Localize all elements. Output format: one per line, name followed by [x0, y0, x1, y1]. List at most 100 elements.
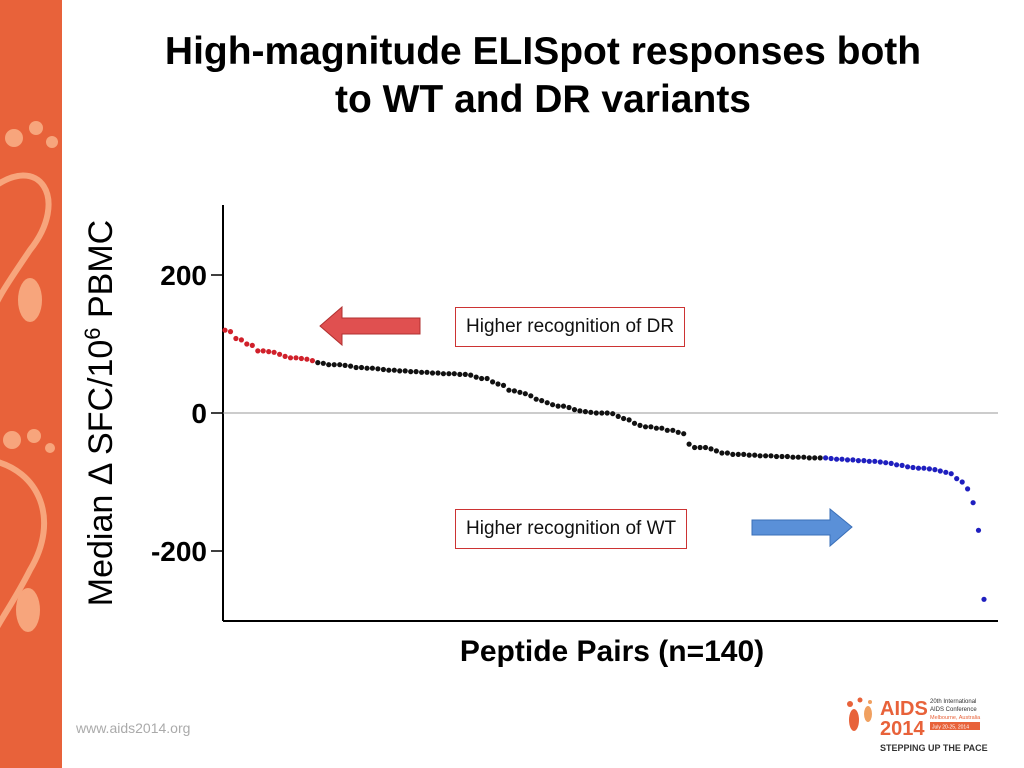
data-point-neutral: [626, 417, 632, 423]
data-point-neutral: [763, 453, 769, 459]
data-point-neutral: [358, 364, 365, 371]
data-point-neutral: [337, 362, 343, 368]
data-point-neutral: [457, 371, 463, 377]
data-point-neutral: [473, 374, 479, 380]
data-point-wt: [926, 466, 933, 472]
y-tick-label: -200: [151, 536, 207, 567]
data-point-wt: [965, 486, 971, 492]
data-point-wt: [850, 457, 856, 463]
data-point-dr: [233, 335, 239, 342]
data-point-neutral: [653, 425, 660, 431]
data-point-wt: [839, 456, 845, 462]
data-point-neutral: [484, 375, 490, 382]
data-point-neutral: [511, 388, 517, 394]
data-point-dr: [244, 341, 250, 347]
data-point-neutral: [659, 425, 665, 431]
data-point-neutral: [599, 410, 605, 416]
data-point-dr: [266, 349, 272, 355]
y-axis-label: Median Δ SFC/106 PBMC: [80, 220, 121, 606]
data-point-neutral: [402, 368, 408, 374]
data-point-dr: [249, 342, 255, 348]
data-point-neutral: [369, 365, 375, 371]
data-point-wt: [970, 500, 976, 506]
data-point-wt: [937, 468, 943, 474]
data-point-dr: [293, 355, 299, 361]
logo-dates: July 20-25, 2014: [932, 725, 969, 731]
data-point-wt: [948, 471, 954, 477]
data-point-neutral: [522, 391, 528, 397]
data-point-wt: [861, 458, 867, 464]
data-point-wt: [981, 596, 987, 602]
data-point-wt: [959, 479, 965, 485]
data-point-neutral: [429, 370, 436, 376]
logo-tagline: STEPPING UP THE PACE: [880, 743, 988, 753]
data-point-neutral: [560, 403, 567, 409]
arrow-right-wt-icon: [751, 507, 853, 548]
sidebar-decoration: [0, 0, 62, 768]
data-point-neutral: [353, 364, 359, 371]
data-point-neutral: [479, 375, 485, 382]
data-point-neutral: [631, 420, 638, 426]
plot-area: 200 0 -200 Peptide Pairs (n=140) Median Δ SF…: [80, 205, 998, 668]
logo-name: AIDS: [880, 698, 928, 720]
data-point-dr: [222, 327, 228, 333]
data-point-dr: [238, 337, 244, 343]
data-point-dr: [260, 348, 266, 354]
data-point-neutral: [582, 409, 589, 415]
data-point-dr: [282, 353, 288, 359]
data-point-neutral: [648, 424, 654, 430]
callout-higher-recognition-wt: Higher recognition of WT: [455, 509, 688, 549]
slide-title-line-1: High-magnitude ELISpot responses both: [164, 30, 922, 73]
data-point-neutral: [424, 369, 430, 375]
data-point-neutral: [752, 452, 758, 458]
data-point-neutral: [364, 365, 370, 371]
data-point-neutral: [741, 451, 747, 457]
data-point-neutral: [348, 363, 354, 369]
data-point-neutral: [571, 407, 578, 413]
data-point-neutral: [451, 371, 457, 377]
data-point-wt: [828, 455, 834, 462]
data-point-wt: [915, 465, 922, 471]
data-point-dr: [227, 329, 234, 335]
data-point-neutral: [702, 444, 709, 451]
data-point-neutral: [621, 415, 627, 422]
callout-higher-recognition-dr: Higher recognition of DR: [455, 307, 686, 347]
data-point-neutral: [495, 381, 501, 387]
data-point-neutral: [544, 400, 550, 406]
data-point-neutral: [555, 403, 561, 409]
data-point-neutral: [517, 389, 523, 395]
data-point-neutral: [342, 362, 348, 368]
data-point-neutral: [697, 444, 703, 451]
data-point-neutral: [801, 454, 807, 460]
data-point-dr: [304, 356, 310, 362]
scatter-chart: 200 0 -200 Peptide Pairs (n=140) Median Δ SF…: [80, 205, 998, 668]
data-point-neutral: [446, 371, 452, 377]
data-point-neutral: [681, 431, 687, 437]
data-point-neutral: [675, 429, 681, 435]
data-point-dr: [287, 355, 294, 361]
data-point-neutral: [506, 387, 512, 393]
data-point-wt: [844, 457, 851, 463]
data-point-dr: [271, 349, 277, 355]
data-point-neutral: [386, 367, 392, 373]
data-point-wt: [910, 464, 916, 471]
data-point-neutral: [773, 453, 780, 460]
data-point-wt: [866, 458, 872, 464]
data-point-wt: [899, 462, 905, 468]
data-point-neutral: [708, 446, 714, 452]
data-point-wt: [932, 467, 938, 473]
data-point-neutral: [380, 366, 386, 373]
data-point-wt: [855, 458, 862, 464]
data-point-neutral: [391, 367, 397, 373]
data-point-wt: [823, 455, 829, 461]
logo-dates-band: [930, 722, 980, 730]
data-point-neutral: [397, 368, 403, 374]
data-point-neutral: [566, 404, 572, 411]
data-point-neutral: [812, 455, 818, 461]
data-point-neutral: [686, 441, 692, 447]
data-point-neutral: [528, 393, 534, 399]
data-point-neutral: [462, 371, 468, 377]
data-point-neutral: [637, 422, 643, 428]
data-point-neutral: [468, 372, 474, 378]
data-point-dr: [255, 348, 261, 354]
